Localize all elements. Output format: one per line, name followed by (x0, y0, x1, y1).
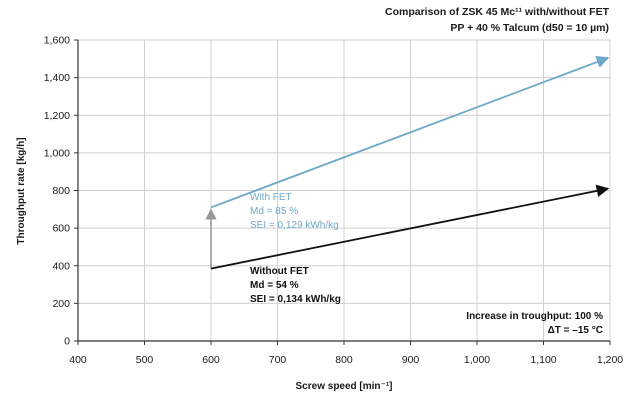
without-fet-annotation: Md = 54 % (250, 280, 299, 291)
x-tick-label: 500 (136, 354, 154, 366)
with-fet-annotation: Md = 85 % (250, 206, 298, 217)
chart-subtitle: PP + 40 % Talcum (d50 = 10 µm) (450, 22, 609, 34)
increase-annotation: ΔT = –15 °C (548, 325, 603, 336)
x-tick-label: 600 (202, 354, 220, 366)
y-tick-label: 200 (52, 298, 70, 310)
with-fet-annotation: SEI = 0,129 kWh/kg (250, 220, 339, 231)
x-tick-label: 1,000 (464, 354, 490, 366)
x-tick-label: 800 (335, 354, 353, 366)
series-lines (205, 55, 610, 270)
x-tick-label: 1,200 (597, 354, 623, 366)
y-tick-label: 600 (52, 223, 70, 235)
without-fet-line (210, 184, 610, 270)
x-tick-label: 1,100 (530, 354, 556, 366)
chart-title: Comparison of ZSK 45 Mc¹¹ with/without F… (385, 6, 609, 18)
y-axis-label: Throughput rate [kg/h] (16, 137, 27, 244)
with-fet-annotation: With FET (250, 192, 292, 203)
x-tick-label: 700 (269, 354, 287, 366)
with-fet-line (210, 55, 610, 209)
tick-labels: 0 200 400 600 800 1,000 1,200 1,400 1,600 400 500 6… (44, 35, 624, 367)
without-fet-annotation: SEI = 0,134 kWh/kg (250, 294, 341, 305)
without-fet-annotation: Without FET (250, 266, 309, 277)
y-tick-label: 400 (52, 260, 70, 272)
annotations: With FET Md = 85 % SEI = 0,129 kWh/kg Witho… (250, 192, 603, 336)
y-tick-label: 1,600 (44, 35, 70, 47)
y-tick-label: 1,400 (44, 72, 70, 84)
y-tick-label: 1,200 (44, 110, 70, 122)
y-tick-label: 800 (52, 185, 70, 197)
increase-annotation: Increase in troughput: 100 % (466, 311, 603, 322)
gridlines (78, 39, 611, 341)
x-axis-label: Screw speed [min⁻¹] (296, 381, 393, 392)
x-tick-label: 900 (402, 354, 420, 366)
y-tick-label: 0 (64, 336, 70, 348)
x-tick-label: 400 (69, 354, 87, 366)
y-tick-label: 1,000 (44, 147, 70, 159)
axes (74, 39, 611, 345)
